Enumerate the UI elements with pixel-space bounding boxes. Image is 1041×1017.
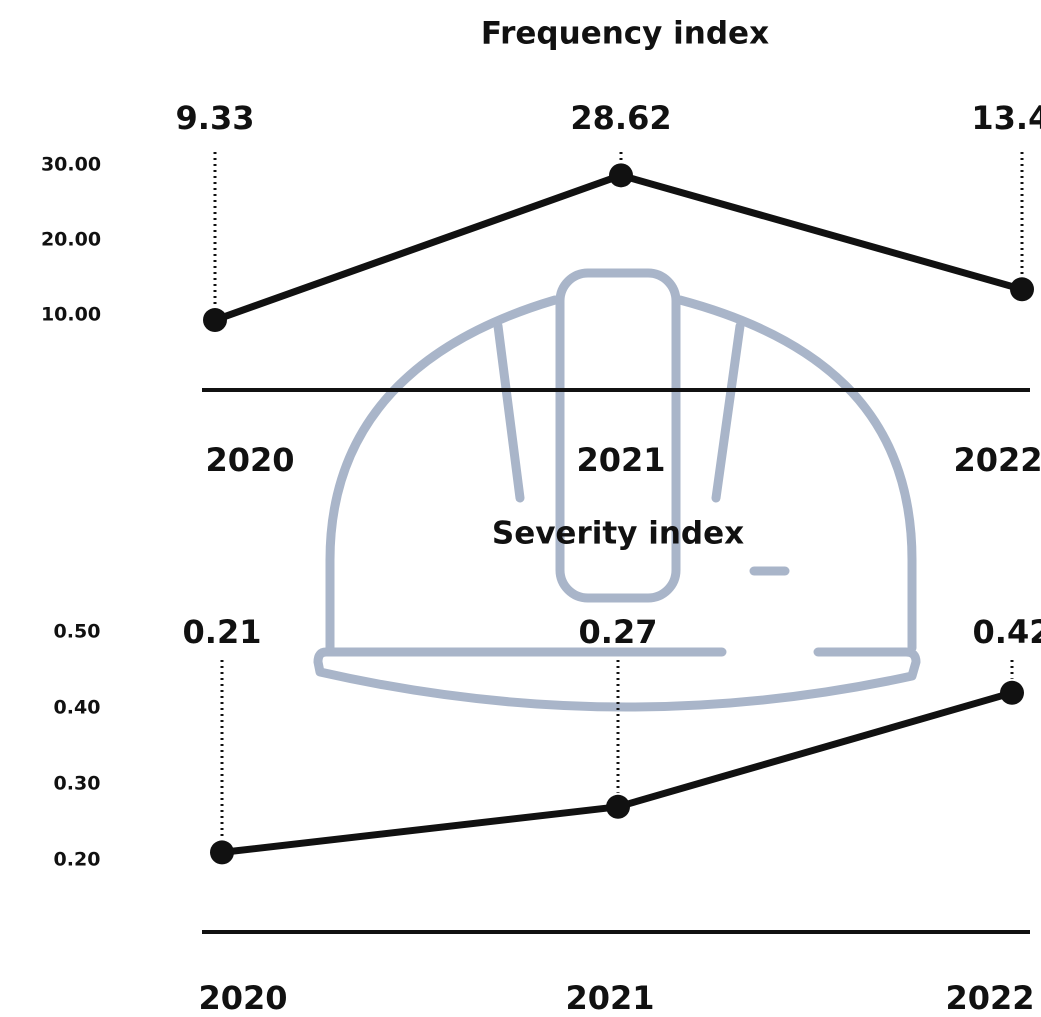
line xyxy=(221,689,1013,856)
y-tick-label: 0.20 xyxy=(54,849,101,871)
y-tick-label: 30.00 xyxy=(41,154,101,176)
y-tick-label: 10.00 xyxy=(41,304,101,326)
y-tick-label: 20.00 xyxy=(41,229,101,251)
value-label: 9.33 xyxy=(176,99,255,137)
chart-title: Severity index xyxy=(492,516,744,552)
point xyxy=(609,163,633,188)
x-tick-label: 2022 xyxy=(945,979,1034,1017)
chart-title: Frequency index xyxy=(481,16,769,52)
x-tick-label: 2020 xyxy=(198,979,287,1017)
helmet-illustration xyxy=(313,268,921,712)
x-tick-label: 2021 xyxy=(565,979,654,1017)
point xyxy=(1000,680,1024,705)
value-label: 0.21 xyxy=(183,613,262,651)
line xyxy=(213,171,1023,324)
point xyxy=(1010,277,1034,302)
x-tick-label: 2021 xyxy=(576,441,665,479)
y-tick-label: 0.30 xyxy=(54,773,101,795)
y-tick-label: 0.40 xyxy=(54,697,101,719)
point xyxy=(606,794,630,819)
y-tick-label: 0.50 xyxy=(54,621,101,643)
point xyxy=(210,840,234,865)
point xyxy=(203,308,227,333)
value-label: 13.43 xyxy=(971,99,1041,137)
value-label: 0.27 xyxy=(579,613,658,651)
value-label: 0.42 xyxy=(973,613,1041,651)
x-tick-label: 2022 xyxy=(953,441,1041,479)
x-tick-label: 2020 xyxy=(205,441,294,479)
value-label: 28.62 xyxy=(570,99,671,137)
